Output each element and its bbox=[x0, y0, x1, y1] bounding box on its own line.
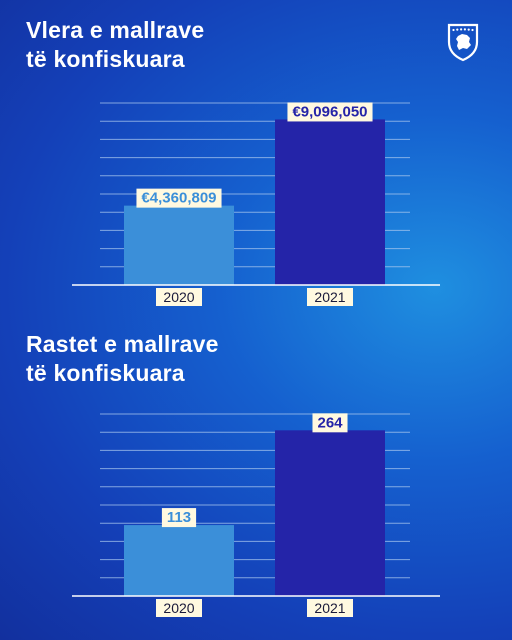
category-label-box bbox=[156, 288, 202, 306]
value-label: €4,360,809 bbox=[141, 190, 216, 207]
kosovo-coat-of-arms-icon bbox=[447, 23, 479, 62]
value-label-box bbox=[312, 413, 348, 433]
category-label-box bbox=[307, 599, 353, 617]
value-label-box bbox=[136, 188, 222, 208]
category-label: 2021 bbox=[314, 289, 345, 305]
category-label: 2020 bbox=[163, 600, 194, 616]
title-line: Vlera e mallrave bbox=[26, 17, 205, 43]
chart-value: €4,360,809 2020 €9,096,050 2021 bbox=[72, 102, 440, 306]
chart-cases: 113 2020 264 2021 bbox=[72, 413, 440, 617]
bar-2020 bbox=[124, 525, 234, 596]
category-label: 2020 bbox=[163, 289, 194, 305]
title-line: Rastet e mallrave bbox=[26, 331, 219, 357]
value-label: 264 bbox=[317, 414, 343, 431]
bar-2020 bbox=[124, 205, 234, 285]
value-label-box bbox=[161, 508, 197, 528]
category-label-box bbox=[156, 599, 202, 617]
value-label: 113 bbox=[167, 509, 191, 526]
value-label-box bbox=[287, 102, 373, 122]
chart-title-value: Vlera e mallrave të konfiskuara bbox=[26, 16, 204, 74]
title-line: të konfiskuara bbox=[26, 360, 185, 386]
chart-title-cases: Rastet e mallrave të konfiskuara bbox=[26, 330, 219, 388]
category-label: 2021 bbox=[314, 600, 345, 616]
title-line: të konfiskuara bbox=[26, 46, 185, 72]
value-label: €9,096,050 bbox=[292, 103, 367, 120]
bar-2021 bbox=[275, 119, 385, 285]
bar-2021 bbox=[275, 430, 385, 596]
category-label-box bbox=[307, 288, 353, 306]
